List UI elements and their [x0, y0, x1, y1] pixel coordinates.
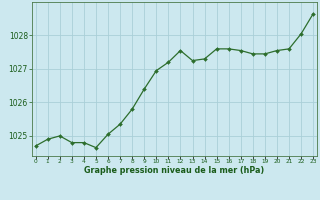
- X-axis label: Graphe pression niveau de la mer (hPa): Graphe pression niveau de la mer (hPa): [84, 166, 265, 175]
